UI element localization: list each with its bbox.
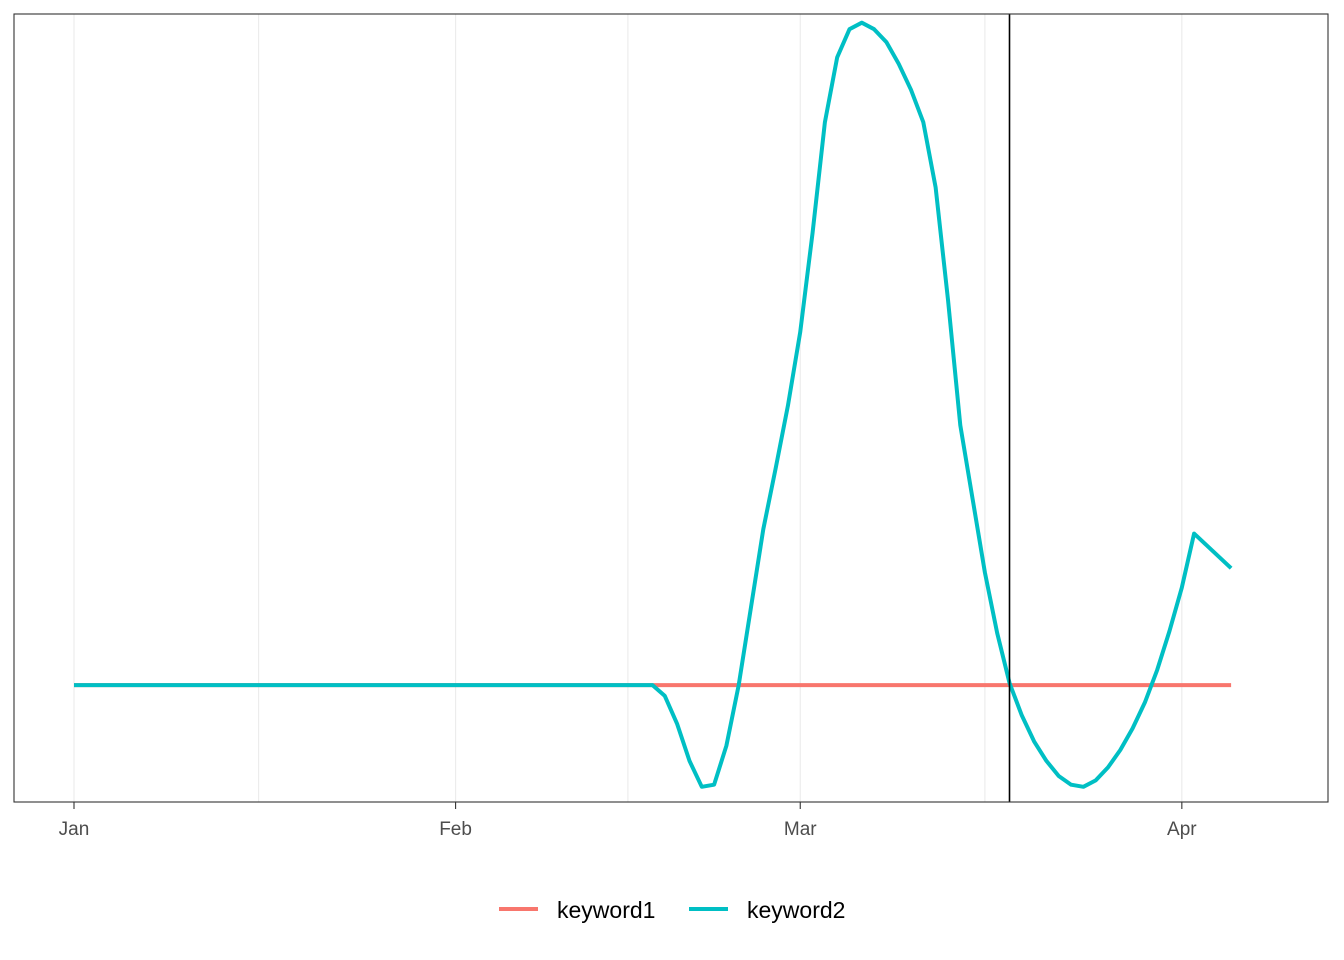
legend-label-keyword2: keyword2: [747, 897, 845, 923]
legend-label-keyword1: keyword1: [557, 897, 655, 923]
gridlines: [73, 14, 1183, 802]
series-lines: [74, 20, 1233, 789]
x-tick-label-apr: Apr: [1167, 819, 1197, 840]
x-tick-label-jan: Jan: [59, 819, 90, 840]
x-tick-label-feb: Feb: [439, 819, 472, 840]
legend: keyword1 keyword2: [499, 897, 845, 923]
plot-panel-border: [13, 13, 1329, 803]
x-axis: Jan Feb Mar Apr: [59, 802, 1197, 840]
series-line-keyword2: [74, 20, 1233, 789]
x-tick-label-mar: Mar: [784, 819, 817, 840]
